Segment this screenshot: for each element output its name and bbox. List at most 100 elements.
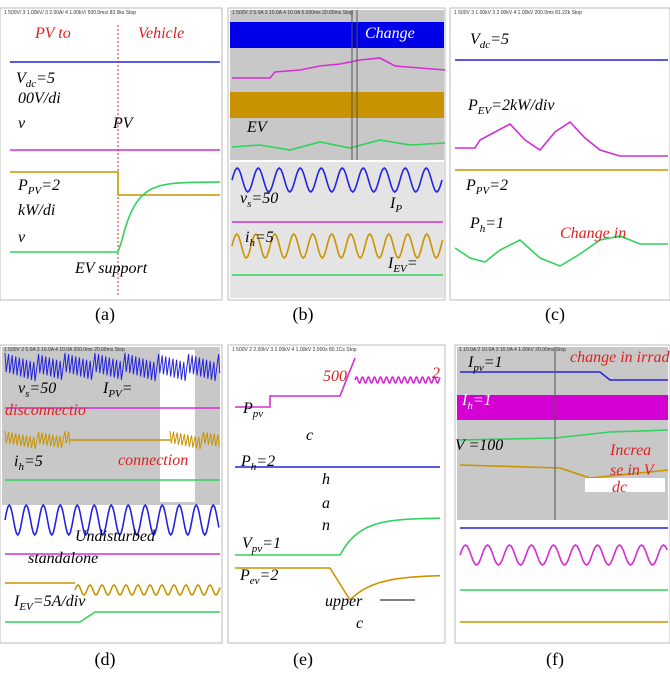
trace-label: kW/di (18, 202, 55, 219)
trace (455, 122, 668, 156)
label-rest: =2 (489, 177, 508, 194)
label-rest: =2kW/div (491, 97, 555, 114)
scope-frame (0, 8, 222, 300)
label-base: P (465, 177, 476, 194)
label-subscript: ev (250, 575, 260, 587)
label-rest: =50 (251, 190, 278, 207)
region (230, 92, 444, 118)
trace-label: IEV=5A/div (13, 593, 86, 613)
label-subscript: dc (480, 39, 491, 51)
trace-label: connection (118, 452, 188, 469)
scope-header: 1 500V 3 1.00kV 3 2.00kV 4 1.00kV 200.0m… (454, 10, 582, 16)
trace-label: Ph=1 (469, 215, 504, 235)
label-subscript: P (394, 203, 402, 215)
label-subscript: EV (18, 601, 34, 613)
trace-label: Vpv=1 (242, 535, 281, 555)
label-rest: =1 (484, 354, 503, 371)
trace-label: 00V/di (18, 90, 61, 107)
label-subscript: pv (472, 362, 484, 374)
label-rest: = (407, 255, 418, 272)
trace-label: PPV=2 (465, 177, 508, 197)
label-subscript: PV (475, 185, 491, 197)
trace-label: EV (246, 119, 269, 136)
trace-label: standalone (28, 550, 98, 567)
trace-label: dc (612, 479, 627, 496)
trace-label: PV (112, 115, 135, 132)
trace-label: Pev=2 (239, 567, 278, 587)
label-subscript: pv (252, 408, 264, 420)
scope-header: 1 500V 2 5.0A 3 10.0A 4 10.0A 200.0ms 20… (4, 347, 125, 353)
label-subscript: EV (477, 105, 493, 117)
label-base: P (467, 97, 478, 114)
scope-header: 1 500V 2 2.00kV 3 2.00kV 4 1.00kV 2.000s… (232, 347, 357, 353)
label-rest: =5 (255, 229, 274, 246)
label-rest: =1 (262, 535, 281, 552)
trace-label: h (322, 471, 330, 488)
trace-label: se in V (610, 462, 656, 479)
scope-frame (450, 8, 670, 300)
trace-label: PPV=2 (17, 177, 60, 197)
trace (355, 377, 440, 383)
label-base: P (239, 567, 250, 584)
region (457, 347, 668, 520)
trace (340, 518, 440, 555)
label-rest: =5 (24, 453, 43, 470)
trace-label: upper (325, 593, 363, 610)
trace (5, 612, 220, 622)
label-rest: =1 (485, 215, 504, 232)
panel-caption: (d) (95, 649, 116, 670)
label-base: P (242, 400, 253, 417)
panel-caption: (b) (293, 304, 314, 325)
trace (460, 545, 667, 565)
trace-label: Vdc=5 (470, 31, 509, 51)
panel-caption: (c) (545, 304, 565, 325)
label-rest: =5 (490, 31, 509, 48)
label-base: P (469, 215, 480, 232)
label-subscript: dc (26, 78, 37, 90)
trace-label: v (18, 115, 26, 132)
label-subscript: PV (107, 388, 123, 400)
trace-label: Increa (609, 442, 651, 459)
label-rest: =5 (36, 70, 55, 87)
trace-label: a (322, 495, 330, 512)
trace-label: Ppv (242, 400, 263, 420)
trace-label: 2 (432, 365, 440, 382)
trace-label: Undisturbed (75, 528, 156, 545)
trace-label: Change (365, 25, 415, 42)
scope-header: 1 10.0A 2 10.0A 3 10.0A 4 1.00kV 20.00ms… (459, 347, 566, 353)
label-rest: =5A/div (33, 593, 86, 610)
label-subscript: pv (251, 543, 263, 555)
panel-caption: (f) (546, 649, 564, 670)
trace-label: PEV=2kW/div (467, 97, 555, 117)
trace-label: c (306, 427, 313, 444)
trace-label: change in irradiance (570, 349, 670, 366)
trace-label: 500 (323, 368, 347, 385)
trace-label: Vehicle (138, 25, 184, 42)
trace-label: EV support (74, 260, 148, 277)
trace (350, 576, 440, 600)
label-rest: =2 (260, 567, 279, 584)
label-rest: =2 (256, 453, 275, 470)
trace-label: disconnectio (5, 402, 86, 419)
trace-label: PV to (34, 25, 71, 42)
trace-label: Change in (560, 225, 626, 242)
trace-label: Vdc=5 (16, 70, 55, 90)
trace-label: c (356, 615, 363, 632)
label-subscript: EV (392, 263, 408, 275)
scope-header: 1 500V 2 5.0A 3 10.0A 4 10.0A 5.000ms 20… (232, 10, 353, 16)
label-base: P (17, 177, 28, 194)
scope-header: 1 500V/ 3 1.00kV/ 3 2.00A/ 4 1.00kV/ 500… (4, 10, 136, 16)
trace-label: V =100 (455, 437, 503, 454)
trace (10, 240, 122, 252)
trace (75, 585, 220, 595)
figure: 1 500V/ 3 1.00kV/ 3 2.00A/ 4 1.00kV/ 500… (0, 0, 670, 680)
label-subscript: PV (27, 185, 43, 197)
panel-caption: (e) (293, 649, 313, 670)
label-base: P (240, 453, 251, 470)
label-rest: = (122, 380, 133, 397)
trace (122, 182, 220, 240)
panel-caption: (a) (95, 304, 115, 325)
trace-label: Ph=2 (240, 453, 275, 473)
label-rest: =1 (473, 392, 492, 409)
label-rest: =50 (29, 380, 56, 397)
